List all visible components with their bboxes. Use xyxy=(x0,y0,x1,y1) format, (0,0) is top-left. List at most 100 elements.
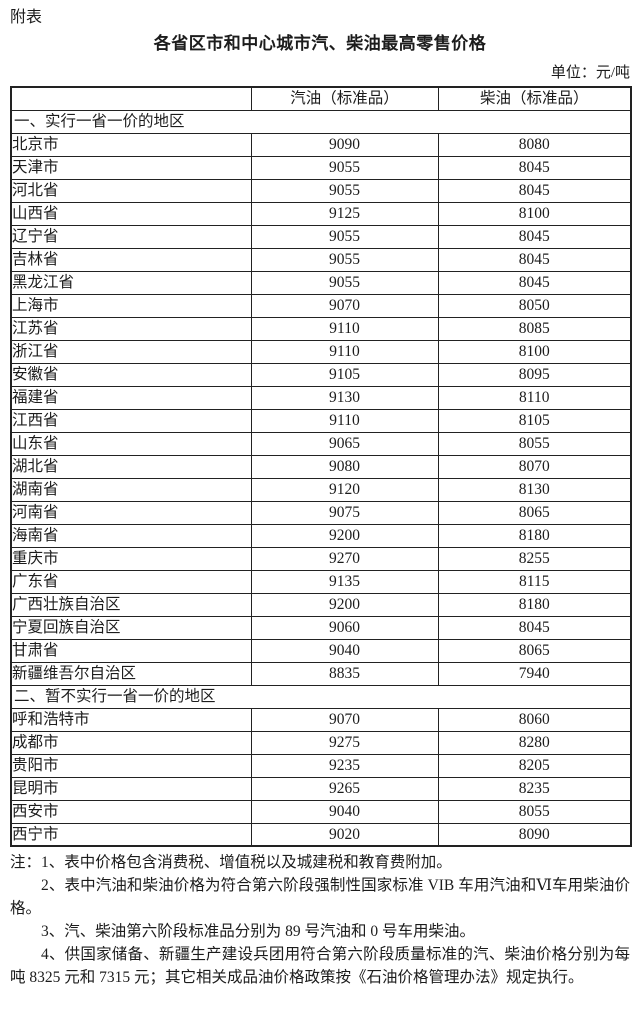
table-row: 湖北省 9080 8070 xyxy=(10,454,632,479)
attachment-label: 附表 xyxy=(10,9,43,26)
region-cell: 安徽省 xyxy=(10,362,252,387)
region-cell: 海南省 xyxy=(10,523,252,548)
region-cell: 黑龙江省 xyxy=(10,270,252,295)
region-cell: 河北省 xyxy=(10,178,252,203)
page-title: 各省区市和中心城市汽、柴油最高零售价格 xyxy=(153,34,487,53)
gasoline-price-cell: 9130 xyxy=(250,385,439,410)
region-cell: 重庆市 xyxy=(10,546,252,571)
note-1: 注：1、表中价格包含消费税、增值税以及城建税和教育费附加。 xyxy=(10,854,452,871)
region-cell: 湖北省 xyxy=(10,454,252,479)
diesel-price-cell: 8280 xyxy=(437,730,632,755)
region-cell: 呼和浩特市 xyxy=(10,707,252,732)
gasoline-price-cell: 8835 xyxy=(250,661,439,686)
gasoline-price-cell: 9040 xyxy=(250,638,439,663)
gasoline-price-cell: 9125 xyxy=(250,201,439,226)
table-row: 福建省 9130 8110 xyxy=(10,385,632,410)
gasoline-price-cell: 9055 xyxy=(250,178,439,203)
gasoline-price-cell: 9020 xyxy=(250,822,439,847)
table-row: 贵阳市 9235 8205 xyxy=(10,753,632,778)
diesel-price-cell: 8065 xyxy=(437,638,632,663)
gasoline-price-cell: 9070 xyxy=(250,293,439,318)
diesel-price-cell: 8115 xyxy=(437,569,632,594)
table-row: 成都市 9275 8280 xyxy=(10,730,632,755)
diesel-price-cell: 8130 xyxy=(437,477,632,502)
diesel-price-cell: 8045 xyxy=(437,224,632,249)
table-header-gasoline: 汽油（标准品） xyxy=(250,86,439,111)
table-row: 河南省 9075 8065 xyxy=(10,500,632,525)
region-cell: 辽宁省 xyxy=(10,224,252,249)
diesel-price-cell: 8060 xyxy=(437,707,632,732)
table-row: 天津市 9055 8045 xyxy=(10,155,632,180)
table-row: 广东省 9135 8115 xyxy=(10,569,632,594)
note-3: 3、汽、柴油第六阶段标准品分别为 89 号汽油和 0 号车用柴油。 xyxy=(41,923,476,940)
section-label: 二、暂不实行一省一价的地区 xyxy=(10,684,632,709)
diesel-price-cell: 8045 xyxy=(437,247,632,272)
diesel-price-cell: 8205 xyxy=(437,753,632,778)
note-4: 4、供国家储备、新疆生产建设兵团用符合第六阶段质量标准的汽、柴油价格分别为每吨 … xyxy=(10,946,630,986)
table-header-row: 汽油（标准品） 柴油（标准品） xyxy=(10,86,632,111)
diesel-price-cell: 8235 xyxy=(437,776,632,801)
diesel-price-cell: 8095 xyxy=(437,362,632,387)
diesel-price-cell: 8070 xyxy=(437,454,632,479)
table-row: 广西壮族自治区 9200 8180 xyxy=(10,592,632,617)
note-2: 2、表中汽油和柴油价格为符合第六阶段强制性国家标准 VIB 车用汽油和Ⅵ车用柴油… xyxy=(10,877,630,917)
region-cell: 宁夏回族自治区 xyxy=(10,615,252,640)
table-row: 昆明市 9265 8235 xyxy=(10,776,632,801)
table-row: 安徽省 9105 8095 xyxy=(10,362,632,387)
region-cell: 广西壮族自治区 xyxy=(10,592,252,617)
region-cell: 山东省 xyxy=(10,431,252,456)
region-cell: 西宁市 xyxy=(10,822,252,847)
table-row: 黑龙江省 9055 8045 xyxy=(10,270,632,295)
diesel-price-cell: 8080 xyxy=(437,132,632,157)
region-cell: 昆明市 xyxy=(10,776,252,801)
gasoline-price-cell: 9200 xyxy=(250,523,439,548)
price-table-body: 一、实行一省一价的地区 北京市 9090 8080 天津市 9055 8045 河北省 9055… xyxy=(10,109,632,847)
gasoline-price-cell: 9055 xyxy=(250,247,439,272)
table-row: 北京市 9090 8080 xyxy=(10,132,632,157)
gasoline-price-cell: 9120 xyxy=(250,477,439,502)
table-row: 山西省 9125 8100 xyxy=(10,201,632,226)
region-cell: 福建省 xyxy=(10,385,252,410)
gasoline-price-cell: 9090 xyxy=(250,132,439,157)
table-row: 重庆市 9270 8255 xyxy=(10,546,632,571)
region-cell: 河南省 xyxy=(10,500,252,525)
table-row: 上海市 9070 8050 xyxy=(10,293,632,318)
gasoline-price-cell: 9265 xyxy=(250,776,439,801)
table-row: 宁夏回族自治区 9060 8045 xyxy=(10,615,632,640)
diesel-price-cell: 8045 xyxy=(437,270,632,295)
gasoline-price-cell: 9200 xyxy=(250,592,439,617)
diesel-price-cell: 8050 xyxy=(437,293,632,318)
table-row: 江苏省 9110 8085 xyxy=(10,316,632,341)
gasoline-price-cell: 9135 xyxy=(250,569,439,594)
table-row: 辽宁省 9055 8045 xyxy=(10,224,632,249)
diesel-price-cell: 8180 xyxy=(437,592,632,617)
diesel-price-cell: 8045 xyxy=(437,178,632,203)
gasoline-price-cell: 9110 xyxy=(250,408,439,433)
region-cell: 江西省 xyxy=(10,408,252,433)
diesel-price-cell: 8065 xyxy=(437,500,632,525)
table-row: 海南省 9200 8180 xyxy=(10,523,632,548)
table-row: 西宁市 9020 8090 xyxy=(10,822,632,847)
region-cell: 西安市 xyxy=(10,799,252,824)
region-cell: 山西省 xyxy=(10,201,252,226)
gasoline-price-cell: 9055 xyxy=(250,224,439,249)
region-cell: 湖南省 xyxy=(10,477,252,502)
diesel-price-cell: 8110 xyxy=(437,385,632,410)
region-cell: 浙江省 xyxy=(10,339,252,364)
diesel-price-cell: 8105 xyxy=(437,408,632,433)
table-row: 呼和浩特市 9070 8060 xyxy=(10,707,632,732)
table-row: 山东省 9065 8055 xyxy=(10,431,632,456)
region-cell: 天津市 xyxy=(10,155,252,180)
region-cell: 成都市 xyxy=(10,730,252,755)
region-cell: 吉林省 xyxy=(10,247,252,272)
diesel-price-cell: 8255 xyxy=(437,546,632,571)
gasoline-price-cell: 9065 xyxy=(250,431,439,456)
diesel-price-cell: 8055 xyxy=(437,799,632,824)
region-cell: 北京市 xyxy=(10,132,252,157)
gasoline-price-cell: 9075 xyxy=(250,500,439,525)
gasoline-price-cell: 9110 xyxy=(250,339,439,364)
diesel-price-cell: 8180 xyxy=(437,523,632,548)
table-row: 江西省 9110 8105 xyxy=(10,408,632,433)
table-row: 河北省 9055 8045 xyxy=(10,178,632,203)
